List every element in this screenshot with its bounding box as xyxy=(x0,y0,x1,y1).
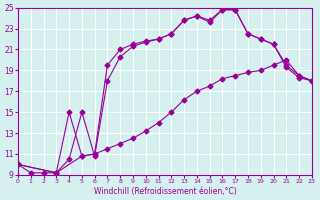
X-axis label: Windchill (Refroidissement éolien,°C): Windchill (Refroidissement éolien,°C) xyxy=(93,187,236,196)
